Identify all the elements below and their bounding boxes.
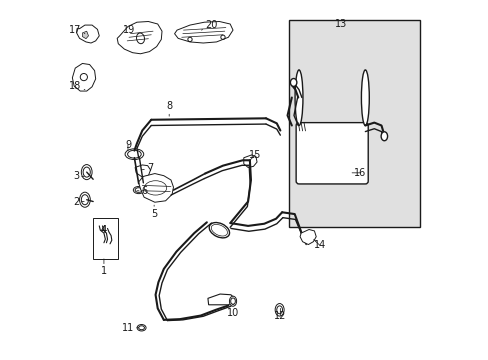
Text: 4: 4 <box>101 225 107 235</box>
Text: 3: 3 <box>73 171 83 181</box>
Polygon shape <box>207 294 236 305</box>
Text: 16: 16 <box>351 168 366 178</box>
Text: 10: 10 <box>226 304 239 318</box>
Ellipse shape <box>229 296 236 306</box>
Text: 11: 11 <box>122 323 139 333</box>
Ellipse shape <box>275 303 284 316</box>
Text: 18: 18 <box>69 81 85 91</box>
Text: 1: 1 <box>101 259 107 276</box>
Ellipse shape <box>290 78 296 86</box>
Polygon shape <box>77 25 99 43</box>
Bar <box>289 21 419 226</box>
Polygon shape <box>174 22 233 43</box>
Ellipse shape <box>80 192 90 207</box>
Polygon shape <box>244 155 257 167</box>
Polygon shape <box>135 165 150 177</box>
Text: 14: 14 <box>313 239 325 250</box>
Text: 13: 13 <box>334 19 347 29</box>
Text: 7: 7 <box>141 163 153 173</box>
Ellipse shape <box>209 222 229 238</box>
Ellipse shape <box>137 324 146 331</box>
Text: 6: 6 <box>137 186 147 196</box>
Text: 4: 4 <box>101 225 107 235</box>
Ellipse shape <box>133 186 144 194</box>
Ellipse shape <box>380 132 387 141</box>
Text: 15: 15 <box>248 150 261 160</box>
Ellipse shape <box>81 165 92 180</box>
Polygon shape <box>82 31 88 39</box>
Polygon shape <box>139 174 173 202</box>
Text: 12: 12 <box>274 309 286 320</box>
Ellipse shape <box>125 149 143 159</box>
Polygon shape <box>72 63 96 91</box>
Text: 20: 20 <box>201 20 217 30</box>
Text: 17: 17 <box>69 25 85 35</box>
Ellipse shape <box>361 70 368 126</box>
Text: 5: 5 <box>151 205 157 219</box>
Polygon shape <box>117 22 162 54</box>
Ellipse shape <box>294 70 303 126</box>
Polygon shape <box>300 229 316 244</box>
Text: 19: 19 <box>122 25 139 35</box>
Bar <box>93 218 117 259</box>
Text: 8: 8 <box>166 102 172 116</box>
Text: 9: 9 <box>124 140 131 150</box>
FancyBboxPatch shape <box>296 123 367 184</box>
Text: 2: 2 <box>73 197 84 207</box>
